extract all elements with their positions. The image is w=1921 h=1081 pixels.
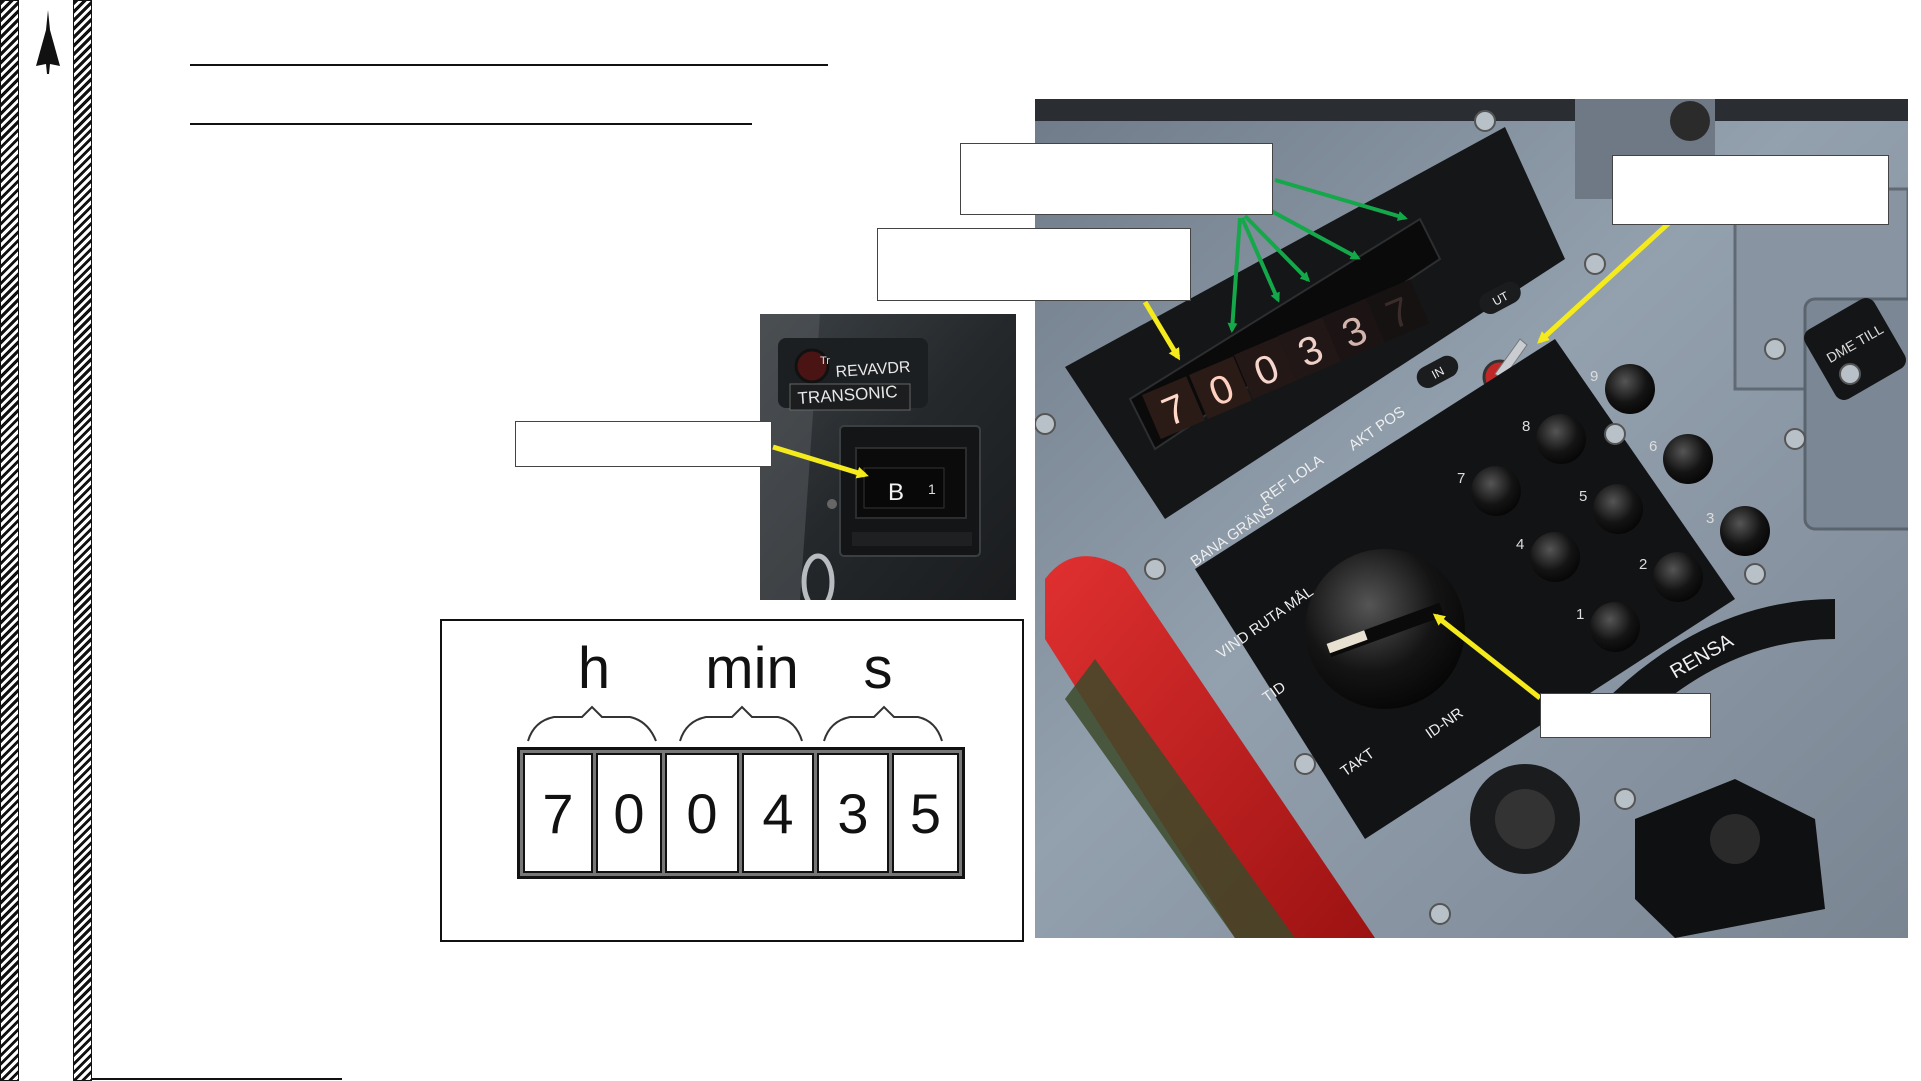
keypad-label: 1	[1576, 606, 1584, 623]
switch-label-ut: UT	[1490, 288, 1511, 308]
keypad-button-3[interactable]	[1720, 506, 1770, 556]
digit-cell: 0	[596, 753, 662, 873]
digit-cell: 5	[892, 753, 959, 873]
unit-label-hours: h	[577, 636, 611, 701]
keypad-button-4[interactable]	[1530, 532, 1580, 582]
yellow-arrow-indicator	[772, 444, 869, 479]
digit-cell: 7	[523, 753, 593, 873]
keypad-button-2[interactable]	[1653, 552, 1703, 602]
digit-cell: 4	[742, 753, 814, 873]
unit-label-minutes: min	[705, 636, 799, 701]
keypad-label: 9	[1590, 368, 1598, 385]
green-arrow	[1261, 204, 1361, 260]
keypad-button-9[interactable]	[1605, 364, 1655, 414]
callout-switch	[1612, 155, 1889, 225]
yellow-arrow-selector	[1432, 613, 1542, 700]
subtitle-underline	[190, 123, 752, 125]
green-arrow	[1240, 217, 1280, 303]
keypad-label: 2	[1639, 556, 1647, 573]
green-arrow	[1227, 217, 1242, 333]
indicator-lamp	[794, 348, 830, 384]
inset-photo: Tr REVAVDR TRANSONIC B 1	[760, 314, 1016, 600]
callout-selector	[1540, 693, 1711, 738]
keypad-label: 7	[1457, 470, 1465, 487]
digit-cell: 3	[817, 753, 889, 873]
keypad-label: 6	[1649, 438, 1657, 455]
label-revavdr: REVAVDR	[835, 359, 911, 381]
keypad-label: 4	[1516, 536, 1524, 553]
callout-digit-group	[960, 143, 1273, 215]
bottom-left-rule	[92, 1078, 342, 1080]
yellow-arrow-first-digit	[1142, 300, 1181, 361]
keypad-button-5[interactable]	[1593, 484, 1643, 534]
time-format-diagram: h min s 7 0 0 4 3 5	[440, 619, 1024, 942]
keypad-button-8[interactable]	[1536, 414, 1586, 464]
callout-first-digit	[877, 228, 1191, 301]
keypad-label: 5	[1579, 488, 1587, 505]
keypad-label: 8	[1522, 418, 1530, 435]
keypad-button-1[interactable]	[1590, 602, 1640, 652]
yellow-arrow-switch	[1537, 220, 1672, 344]
window-number: 1	[928, 481, 936, 497]
green-arrow	[1243, 214, 1311, 283]
digit-cell: 0	[665, 753, 739, 873]
digit-strip: 7 0 0 4 3 5	[517, 747, 965, 879]
keypad-label: 3	[1706, 510, 1714, 527]
time-readout-display: 7 0 0 3 3 7	[1142, 279, 1429, 440]
unit-braces	[527, 705, 943, 742]
green-arrow	[1274, 178, 1408, 221]
unit-label-seconds: s	[863, 636, 893, 701]
callout-indicator	[515, 421, 772, 467]
label-tr: Tr	[820, 355, 830, 367]
aircraft-silhouette-icon	[34, 8, 62, 78]
keypad-button-7[interactable]	[1471, 466, 1521, 516]
title-underline	[190, 64, 828, 66]
keypad-button-6[interactable]	[1663, 434, 1713, 484]
keypad: 9 8 7 6 5 4 3 2 1 0	[1240, 364, 1770, 888]
window-letter: B	[888, 479, 904, 506]
switch-label-in: IN	[1429, 364, 1446, 382]
